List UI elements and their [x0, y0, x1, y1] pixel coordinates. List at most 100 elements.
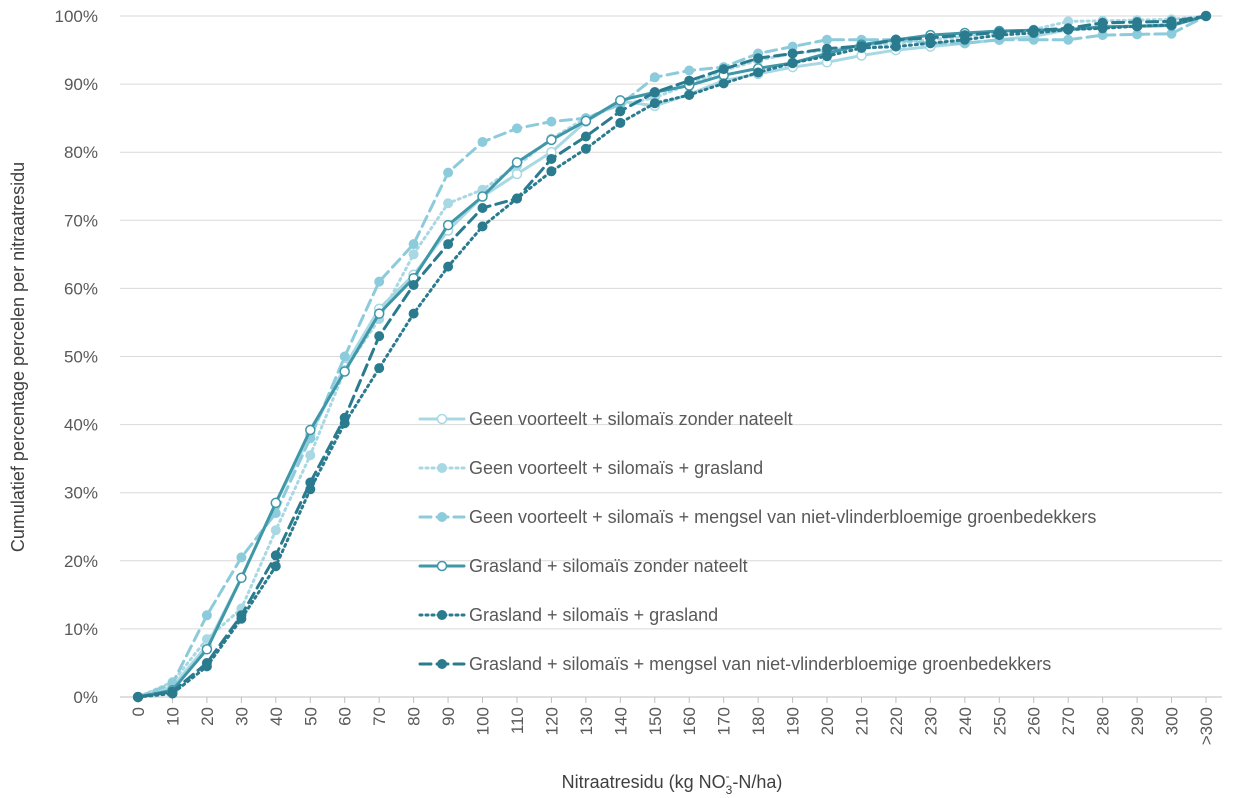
series-line: [136, 14, 1208, 699]
data-point: [408, 308, 419, 319]
data-point: [374, 331, 385, 342]
legend-label: Geen voorteelt + silomaïs zonder nateelt: [469, 409, 793, 429]
legend-swatch-marker: [437, 463, 447, 473]
data-point: [546, 154, 557, 164]
data-point: [649, 72, 660, 83]
data-point: [925, 32, 936, 43]
series-line: [136, 14, 1208, 699]
x-tick-label: 70: [370, 707, 389, 726]
legend-label: Geen voorteelt + silomaïs + mengsel van …: [469, 507, 1096, 527]
x-tick-label: 200: [818, 707, 837, 735]
x-tick-label: 240: [956, 707, 975, 735]
y-tick-label: 100%: [55, 7, 98, 26]
data-point: [546, 134, 557, 146]
legend: Geen voorteelt + silomaïs zonder nateelt…: [418, 409, 1096, 674]
x-tick-label: 170: [715, 707, 734, 735]
data-point: [339, 351, 350, 362]
y-tick-label: 50%: [64, 348, 98, 367]
data-point: [1063, 23, 1074, 34]
data-point: [339, 412, 350, 423]
data-point: [201, 658, 212, 668]
legend-item-5: Grasland + silomaïs + grasland: [418, 605, 718, 625]
data-point: [856, 41, 867, 51]
data-point: [684, 90, 695, 100]
y-axis-title: Cumulatief percentage percelen per nitra…: [8, 162, 28, 552]
data-point: [374, 363, 385, 374]
x-tick-label: 290: [1128, 707, 1147, 735]
data-point: [511, 168, 523, 180]
data-point: [787, 48, 798, 59]
x-axis-title-tail: -N/ha): [732, 772, 782, 792]
legend-item-1: Geen voorteelt + silomaïs zonder nateelt: [418, 409, 793, 429]
data-point: [408, 249, 419, 260]
data-point: [1097, 17, 1108, 28]
data-point: [890, 34, 901, 45]
x-tick-label: 60: [336, 707, 355, 726]
x-tick-label: 160: [680, 707, 699, 735]
data-point: [477, 137, 488, 147]
data-point: [270, 497, 282, 509]
x-tick-label: 0: [129, 707, 148, 716]
data-point: [1201, 11, 1211, 21]
data-point: [201, 644, 213, 655]
x-tick-label: 110: [508, 707, 527, 734]
x-tick-label: 180: [749, 707, 768, 735]
data-point: [580, 143, 591, 154]
x-tick-label: 220: [887, 707, 906, 735]
legend-swatch-marker: [437, 659, 447, 669]
data-point: [270, 525, 281, 536]
data-point: [512, 193, 522, 204]
y-tick-label: 30%: [64, 484, 98, 503]
x-tick-label: 280: [1094, 707, 1113, 735]
data-point: [305, 477, 316, 488]
data-point: [477, 191, 488, 202]
legend-label: Grasland + silomaïs zonder nateelt: [469, 556, 748, 576]
legend-item-3: Geen voorteelt + silomaïs + mengsel van …: [418, 507, 1096, 527]
data-point: [443, 167, 454, 178]
x-tick-label: 80: [405, 707, 424, 726]
x-tick-label: 120: [542, 707, 561, 735]
x-tick-label: 300: [1163, 707, 1182, 735]
data-point: [546, 116, 557, 127]
legend-item-2: Geen voorteelt + silomaïs + grasland: [418, 458, 763, 478]
legend-swatch-marker: [437, 512, 447, 522]
data-point: [718, 78, 729, 89]
legend-swatch-marker: [436, 413, 448, 425]
y-tick-label: 70%: [64, 211, 98, 230]
data-point: [443, 198, 454, 209]
data-point: [443, 261, 454, 272]
data-point: [684, 65, 695, 76]
data-point: [201, 610, 212, 621]
x-tick-label: 260: [1025, 707, 1044, 735]
x-tick-label: 270: [1059, 707, 1078, 735]
data-point: [512, 123, 522, 134]
x-axis-title: Nitraatresidu (kg NO-3-N/ha): [562, 769, 783, 797]
series-layer: [132, 10, 1212, 703]
x-tick-label: 10: [163, 707, 182, 726]
data-point: [305, 450, 316, 461]
data-point: [615, 106, 626, 117]
data-point: [753, 53, 764, 64]
data-point: [649, 87, 660, 98]
data-point: [167, 686, 178, 697]
data-point: [822, 43, 832, 54]
legend-label: Grasland + silomaïs + grasland: [469, 605, 718, 625]
data-point: [1132, 17, 1143, 28]
x-tick-label: 150: [646, 707, 665, 735]
x-tick-label: 140: [611, 707, 630, 735]
x-tick-label: 130: [577, 707, 596, 735]
data-point: [994, 27, 1005, 38]
data-point: [511, 157, 523, 168]
data-point: [236, 610, 247, 621]
legend-swatch-marker: [437, 610, 447, 620]
data-point: [753, 67, 764, 78]
axes: 0% 10% 20% 30% 40% 50% 60% 70% 80% 90% 100% 0 10 20 30…: [55, 7, 1222, 745]
x-axis-title-sub: 3: [726, 783, 733, 797]
y-tick-label: 80%: [64, 143, 98, 162]
data-point: [374, 276, 385, 287]
y-tick-label: 40%: [64, 416, 98, 435]
data-point: [1166, 16, 1177, 27]
data-point: [477, 221, 488, 232]
